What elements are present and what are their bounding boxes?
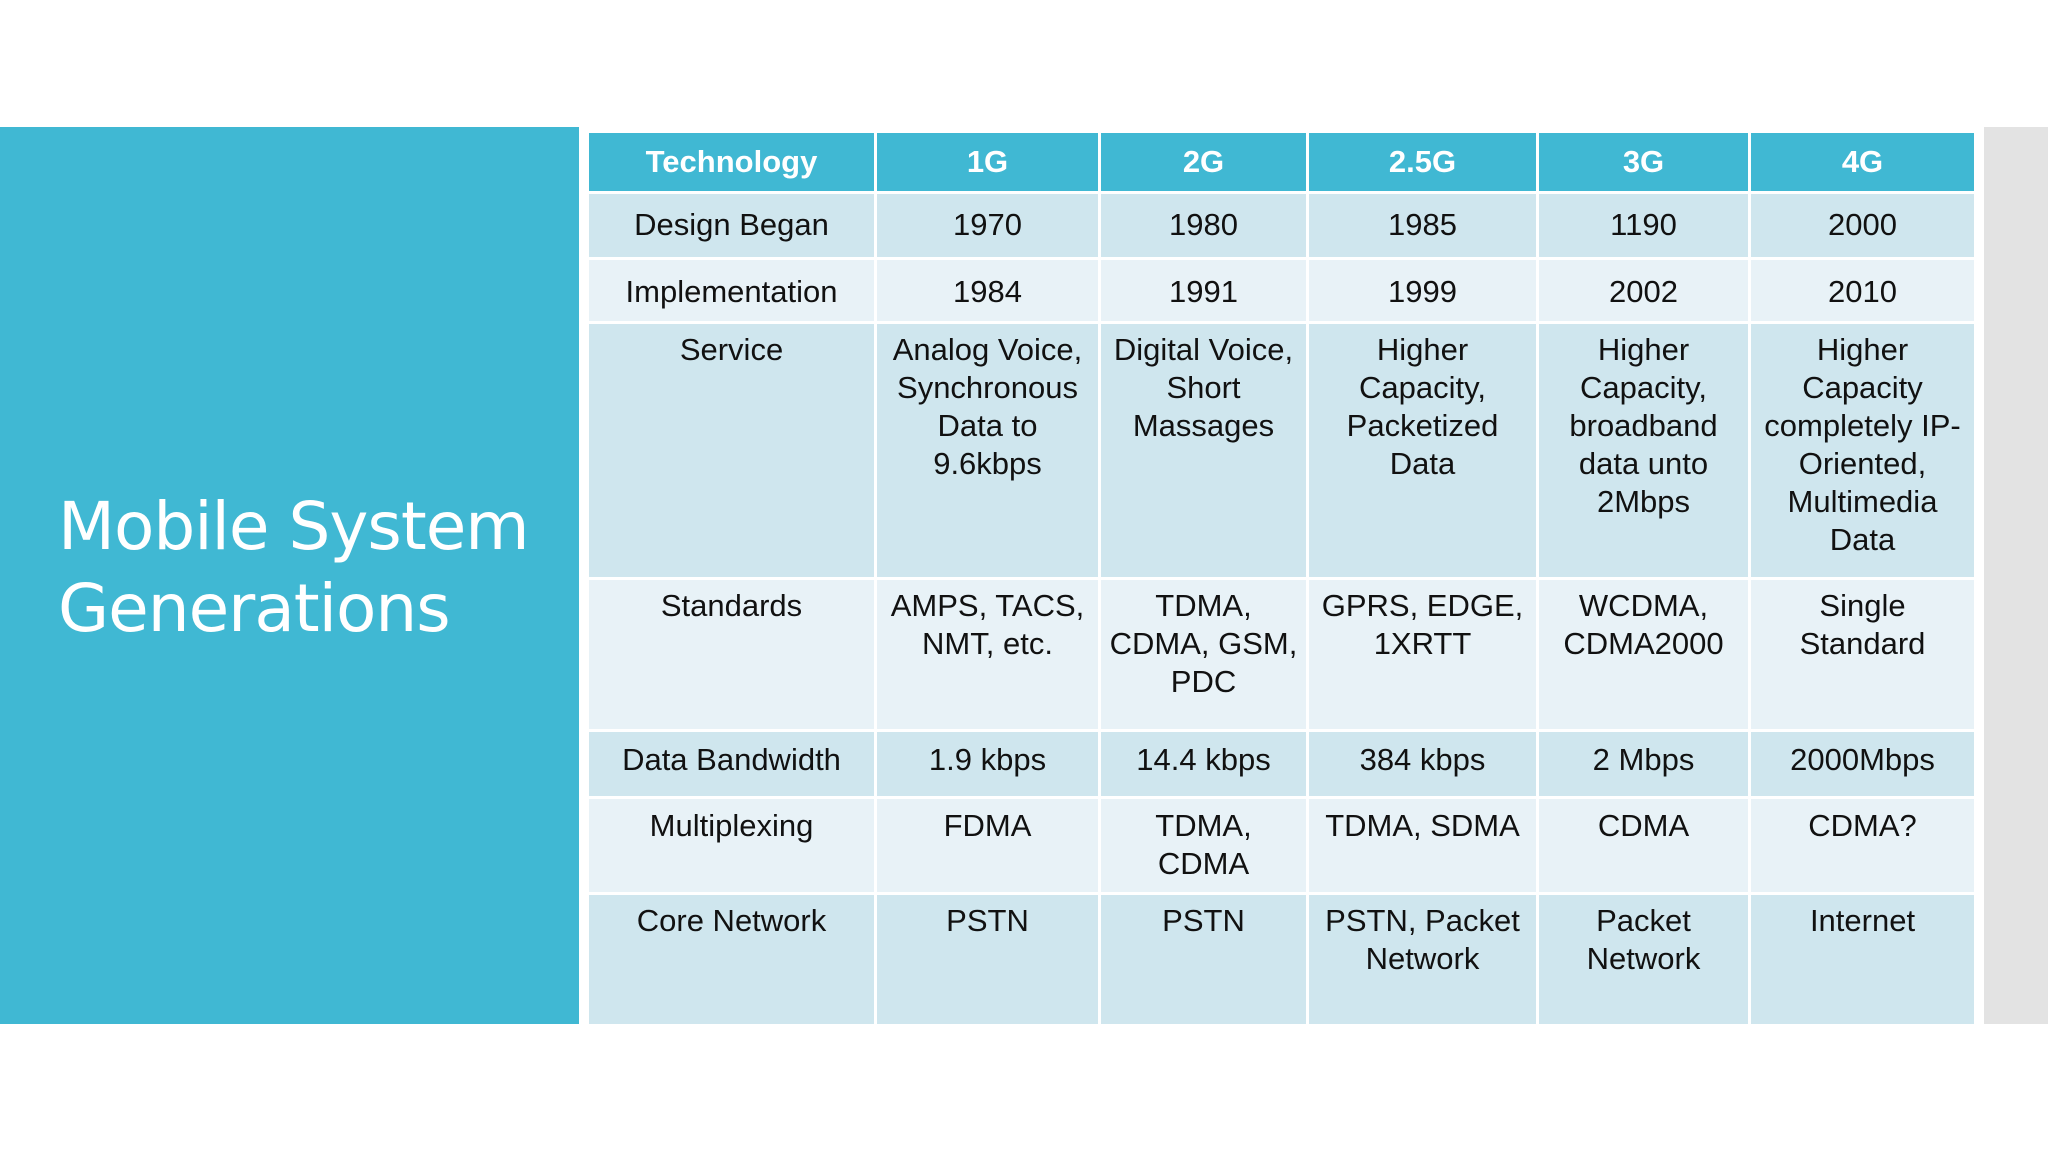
table-row-implementation: Implementation 1984 1991 1999 2002 2010 (586, 257, 1977, 324)
table-row-core-network: Core Network PSTN PSTN PSTN, Packet Netw… (586, 892, 1977, 1027)
table-row-design-began: Design Began 1970 1980 1985 1190 2000 (586, 191, 1977, 260)
table-header-row: Technology 1G 2G 2.5G 3G 4G (586, 130, 1977, 194)
table-cell: 2000Mbps (1748, 729, 1977, 799)
table-cell: Higher Capacity completely IP-Oriented, … (1748, 321, 1977, 580)
table-cell: 1190 (1536, 191, 1751, 260)
table-cell: 384 kbps (1306, 729, 1539, 799)
slide-title-line-1: Mobile System (58, 488, 530, 565)
table-cell: TDMA, CDMA, GSM, PDC (1098, 577, 1309, 732)
side-strip (1984, 127, 2048, 1024)
table-cell: Implementation (586, 257, 877, 324)
table-cell: Multiplexing (586, 796, 877, 895)
table-cell: Internet (1748, 892, 1977, 1027)
table-cell: Core Network (586, 892, 877, 1027)
table-cell: Packet Network (1536, 892, 1751, 1027)
header-4g: 4G (1748, 130, 1977, 194)
table-cell: Design Began (586, 191, 877, 260)
table-cell: CDMA? (1748, 796, 1977, 895)
table-cell: TDMA, CDMA (1098, 796, 1309, 895)
table-row-service: Service Analog Voice, Synchronous Data t… (586, 321, 1977, 580)
slide-title: Mobile System Generations (58, 486, 568, 650)
table-cell: PSTN (1098, 892, 1309, 1027)
table-cell: 2000 (1748, 191, 1977, 260)
table-cell: Single Standard (1748, 577, 1977, 732)
table-cell: Higher Capacity, Packetized Data (1306, 321, 1539, 580)
slide-title-line-2: Generations (58, 570, 451, 647)
header-1g: 1G (874, 130, 1101, 194)
table-row-data-bandwidth: Data Bandwidth 1.9 kbps 14.4 kbps 384 kb… (586, 729, 1977, 799)
header-2g: 2G (1098, 130, 1309, 194)
title-panel (0, 127, 579, 1024)
header-technology: Technology (586, 130, 877, 194)
table-cell: AMPS, TACS, NMT, etc. (874, 577, 1101, 732)
table-cell: Digital Voice, Short Massages (1098, 321, 1309, 580)
table-cell: TDMA, SDMA (1306, 796, 1539, 895)
table-cell: 2 Mbps (1536, 729, 1751, 799)
table-cell: Analog Voice, Synchronous Data to 9.6kbp… (874, 321, 1101, 580)
table-cell: Data Bandwidth (586, 729, 877, 799)
generations-table: Technology 1G 2G 2.5G 3G 4G Design Began… (586, 130, 1977, 1027)
table-cell: GPRS, EDGE, 1XRTT (1306, 577, 1539, 732)
table-cell: Service (586, 321, 877, 580)
table-cell: 14.4 kbps (1098, 729, 1309, 799)
header-3g: 3G (1536, 130, 1751, 194)
table-cell: Standards (586, 577, 877, 732)
table-cell: 1985 (1306, 191, 1539, 260)
table-cell: 1970 (874, 191, 1101, 260)
table-cell: 1.9 kbps (874, 729, 1101, 799)
table-cell: FDMA (874, 796, 1101, 895)
table-cell: 2002 (1536, 257, 1751, 324)
table-cell: 1984 (874, 257, 1101, 324)
table-row-standards: Standards AMPS, TACS, NMT, etc. TDMA, CD… (586, 577, 1977, 732)
table-cell: PSTN, Packet Network (1306, 892, 1539, 1027)
table-row-multiplexing: Multiplexing FDMA TDMA, CDMA TDMA, SDMA … (586, 796, 1977, 895)
header-2-5g: 2.5G (1306, 130, 1539, 194)
table-cell: 1999 (1306, 257, 1539, 324)
table-cell: Higher Capacity, broadband data unto 2Mb… (1536, 321, 1751, 580)
table-cell: WCDMA, CDMA2000 (1536, 577, 1751, 732)
table-cell: CDMA (1536, 796, 1751, 895)
table-cell: 1980 (1098, 191, 1309, 260)
table-cell: 2010 (1748, 257, 1977, 324)
table-cell: PSTN (874, 892, 1101, 1027)
table-cell: 1991 (1098, 257, 1309, 324)
